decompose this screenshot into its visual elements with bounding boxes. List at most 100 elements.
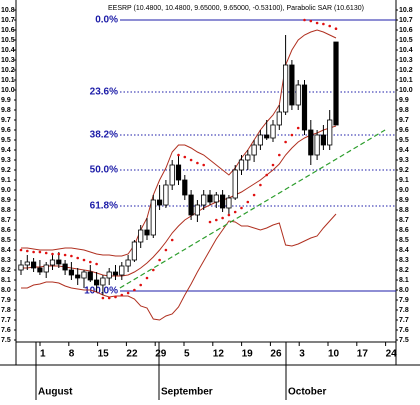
candle-body <box>75 274 81 279</box>
y-tick-label-left: 8.0 <box>1 287 11 294</box>
sar-dot <box>152 268 155 272</box>
candle-body <box>232 169 238 199</box>
x-tick-label: 24 <box>386 349 398 360</box>
x-tick-label: 12 <box>213 349 225 360</box>
candle-body <box>131 241 137 261</box>
sar-dot <box>215 218 218 222</box>
y-tick-label: 10.2 <box>399 67 413 74</box>
candle-body <box>245 154 251 161</box>
x-tick-label: 10 <box>328 349 340 360</box>
sar-dot <box>177 153 180 157</box>
sar-dot <box>70 254 73 258</box>
sar-dot <box>271 163 275 167</box>
candle-body <box>18 264 24 271</box>
candle-body <box>81 271 87 279</box>
y-tick-label-left: 8.8 <box>1 207 11 214</box>
sar-dot <box>334 27 338 31</box>
x-tick-label: 17 <box>357 349 369 360</box>
y-tick-label-left: 10.2 <box>1 67 15 74</box>
y-tick-label: 7.6 <box>399 327 409 334</box>
x-tick-label: 15 <box>98 349 110 360</box>
y-tick-label: 10.8 <box>399 7 413 14</box>
sar-dot <box>26 249 29 253</box>
sar-dot <box>82 258 86 262</box>
y-tick-label-left: 9.0 <box>1 187 11 194</box>
y-tick-label-left: 10.1 <box>1 77 15 84</box>
sar-dot <box>252 193 256 197</box>
y-tick-label: 10.1 <box>399 77 413 84</box>
y-tick-label-left: 9.6 <box>1 127 11 134</box>
candle-body <box>125 259 131 267</box>
candle-body <box>87 271 93 281</box>
y-tick-label-left: 9.3 <box>1 157 11 164</box>
candle-body <box>182 179 188 196</box>
x-tick-label: 5 <box>184 349 190 360</box>
y-tick-label-left: 10.8 <box>1 7 15 14</box>
candle-body <box>175 164 182 181</box>
y-tick-label-left: 7.5 <box>1 337 11 344</box>
fib-label: 23.6% <box>90 87 118 98</box>
y-tick-label-left: 8.9 <box>1 197 11 204</box>
y-tick-label-left: 8.7 <box>1 217 11 224</box>
y-tick-label-left: 10.3 <box>1 57 15 64</box>
candle-body <box>94 279 100 286</box>
y-tick-label-left: 10.4 <box>1 47 15 54</box>
sar-dot <box>296 126 300 130</box>
candle-body <box>100 277 106 286</box>
sar-dot <box>44 251 48 255</box>
sar-dot <box>309 19 313 23</box>
y-tick-label-left: 7.8 <box>1 307 11 314</box>
sar-dot <box>202 163 205 167</box>
candle-body <box>30 261 37 269</box>
sar-dot <box>139 283 142 287</box>
y-tick-label: 7.5 <box>399 337 409 344</box>
y-tick-label-left: 9.5 <box>1 137 11 144</box>
candle-body <box>308 129 314 156</box>
sar-dot <box>227 213 231 217</box>
x-tick-label: 26 <box>270 349 282 360</box>
sar-dot <box>101 296 105 300</box>
candle-body <box>56 259 62 265</box>
x-tick-label: 3 <box>299 349 305 360</box>
sar-dot <box>170 238 174 242</box>
candle-body <box>62 263 68 271</box>
sar-dot <box>208 220 212 224</box>
sar-dot <box>133 288 136 292</box>
band-line <box>21 125 337 277</box>
sar-dot <box>259 183 262 187</box>
y-tick-label: 8.6 <box>399 227 409 234</box>
candle-body <box>169 164 175 186</box>
sar-dot <box>89 260 92 264</box>
candle-body <box>43 264 49 273</box>
candle-body <box>188 194 194 216</box>
candle-body <box>68 269 74 276</box>
y-tick-label-left: 10.6 <box>1 27 15 34</box>
y-tick-label-left: 8.4 <box>1 247 11 254</box>
y-tick-label: 9.7 <box>399 117 409 124</box>
y-tick-label-left: 10.0 <box>1 87 15 94</box>
candle-body <box>320 134 327 146</box>
x-tick-label: 8 <box>69 349 75 360</box>
sar-dot <box>322 22 325 26</box>
candle-body <box>270 124 276 139</box>
candle-body <box>49 259 56 266</box>
y-tick-label: 9.9 <box>399 97 409 104</box>
y-tick-label: 8.3 <box>399 257 409 264</box>
y-tick-label: 8.9 <box>399 197 409 204</box>
candle-body <box>201 194 207 206</box>
y-tick-label: 10.0 <box>399 87 413 94</box>
fib-label: 0.0% <box>95 15 118 26</box>
y-tick-label: 9.6 <box>399 127 409 134</box>
y-tick-label-left: 9.7 <box>1 117 11 124</box>
y-tick-label: 10.3 <box>399 57 413 64</box>
candle-body <box>238 159 245 171</box>
y-tick-label: 8.0 <box>399 287 409 294</box>
sar-dot <box>164 248 168 252</box>
month-label: October <box>288 387 326 398</box>
candle-body <box>138 229 144 243</box>
candle-body <box>144 229 150 236</box>
band-line <box>21 213 337 321</box>
y-tick-label: 9.0 <box>399 187 409 194</box>
sar-dot <box>183 155 187 159</box>
